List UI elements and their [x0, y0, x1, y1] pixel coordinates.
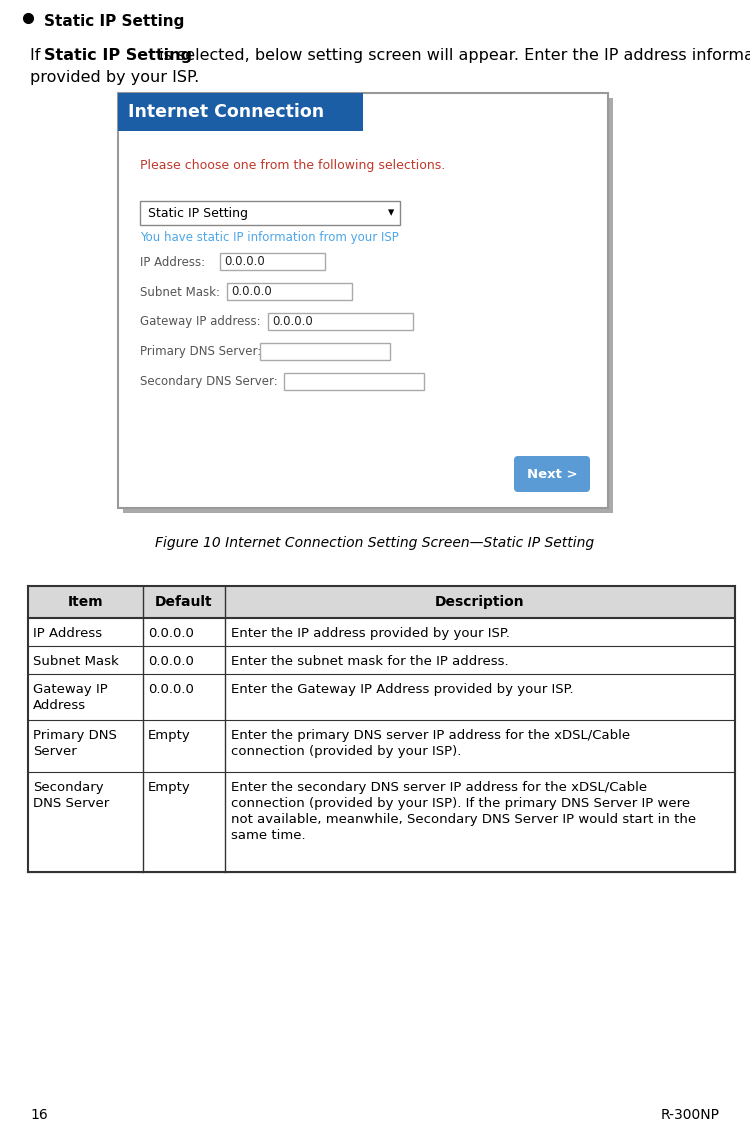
Text: Gateway IP: Gateway IP [33, 683, 108, 696]
Bar [123, 98, 613, 513]
Bar [118, 93, 363, 132]
Text: 0.0.0.0: 0.0.0.0 [272, 315, 313, 328]
Text: connection (provided by your ISP). If the primary DNS Server IP were: connection (provided by your ISP). If th… [231, 797, 690, 810]
Text: IP Address: IP Address [33, 627, 102, 640]
Text: Figure 10 Internet Connection Setting Screen—Static IP Setting: Figure 10 Internet Connection Setting Sc… [155, 536, 595, 550]
Text: is selected, below setting screen will appear. Enter the IP address information: is selected, below setting screen will a… [154, 48, 750, 63]
Text: Static IP Setting: Static IP Setting [44, 48, 192, 63]
Text: Enter the IP address provided by your ISP.: Enter the IP address provided by your IS… [231, 627, 510, 640]
Text: Secondary DNS Server:: Secondary DNS Server: [140, 375, 278, 389]
Text: Gateway IP address:: Gateway IP address: [140, 316, 261, 328]
Text: 0.0.0.0: 0.0.0.0 [148, 627, 194, 640]
Text: 16: 16 [30, 1108, 48, 1122]
Text: Subnet Mask: Subnet Mask [33, 655, 118, 668]
FancyBboxPatch shape [514, 456, 590, 492]
Bar [140, 201, 400, 225]
Bar [28, 772, 735, 872]
Text: Internet Connection: Internet Connection [128, 103, 324, 121]
Text: same time.: same time. [231, 830, 306, 842]
Text: Enter the Gateway IP Address provided by your ISP.: Enter the Gateway IP Address provided by… [231, 683, 574, 696]
Text: ▾: ▾ [388, 207, 394, 219]
Bar [260, 343, 390, 360]
Bar [284, 373, 424, 390]
Text: Enter the secondary DNS server IP address for the xDSL/Cable: Enter the secondary DNS server IP addres… [231, 781, 647, 794]
Text: 0.0.0.0: 0.0.0.0 [224, 255, 265, 268]
Text: not available, meanwhile, Secondary DNS Server IP would start in the: not available, meanwhile, Secondary DNS … [231, 813, 696, 826]
Text: You have static IP information from your ISP: You have static IP information from your… [140, 232, 399, 244]
Bar [28, 586, 735, 618]
Text: Default: Default [155, 595, 213, 609]
Text: R-300NP: R-300NP [661, 1108, 720, 1122]
Text: connection (provided by your ISP).: connection (provided by your ISP). [231, 745, 461, 758]
Text: Next >: Next > [526, 468, 578, 480]
Text: 0.0.0.0: 0.0.0.0 [231, 285, 272, 298]
Text: IP Address:: IP Address: [140, 255, 205, 269]
Text: Enter the subnet mask for the IP address.: Enter the subnet mask for the IP address… [231, 655, 509, 668]
Text: Description: Description [435, 595, 525, 609]
Text: 0.0.0.0: 0.0.0.0 [148, 683, 194, 696]
Bar [28, 646, 735, 674]
Bar [28, 618, 735, 646]
Text: 0.0.0.0: 0.0.0.0 [148, 655, 194, 668]
Text: Please choose one from the following selections.: Please choose one from the following sel… [140, 158, 446, 172]
Bar [28, 720, 735, 772]
Bar [220, 253, 325, 270]
Text: Primary DNS Server:: Primary DNS Server: [140, 345, 261, 359]
Text: Address: Address [33, 699, 86, 711]
Text: Server: Server [33, 745, 76, 758]
Text: Secondary: Secondary [33, 781, 104, 794]
Bar [118, 93, 608, 508]
Text: Subnet Mask:: Subnet Mask: [140, 285, 220, 299]
Text: Empty: Empty [148, 729, 190, 742]
Text: Empty: Empty [148, 781, 190, 794]
Text: DNS Server: DNS Server [33, 797, 110, 810]
Text: Primary DNS: Primary DNS [33, 729, 117, 742]
Text: Static IP Setting: Static IP Setting [148, 207, 248, 219]
Text: Item: Item [68, 595, 104, 609]
Bar [227, 283, 352, 300]
Text: Static IP Setting: Static IP Setting [44, 13, 184, 29]
Bar [28, 674, 735, 720]
Text: Enter the primary DNS server IP address for the xDSL/Cable: Enter the primary DNS server IP address … [231, 729, 630, 742]
Text: If: If [30, 48, 46, 63]
Bar [268, 312, 413, 330]
Text: provided by your ISP.: provided by your ISP. [30, 70, 200, 85]
